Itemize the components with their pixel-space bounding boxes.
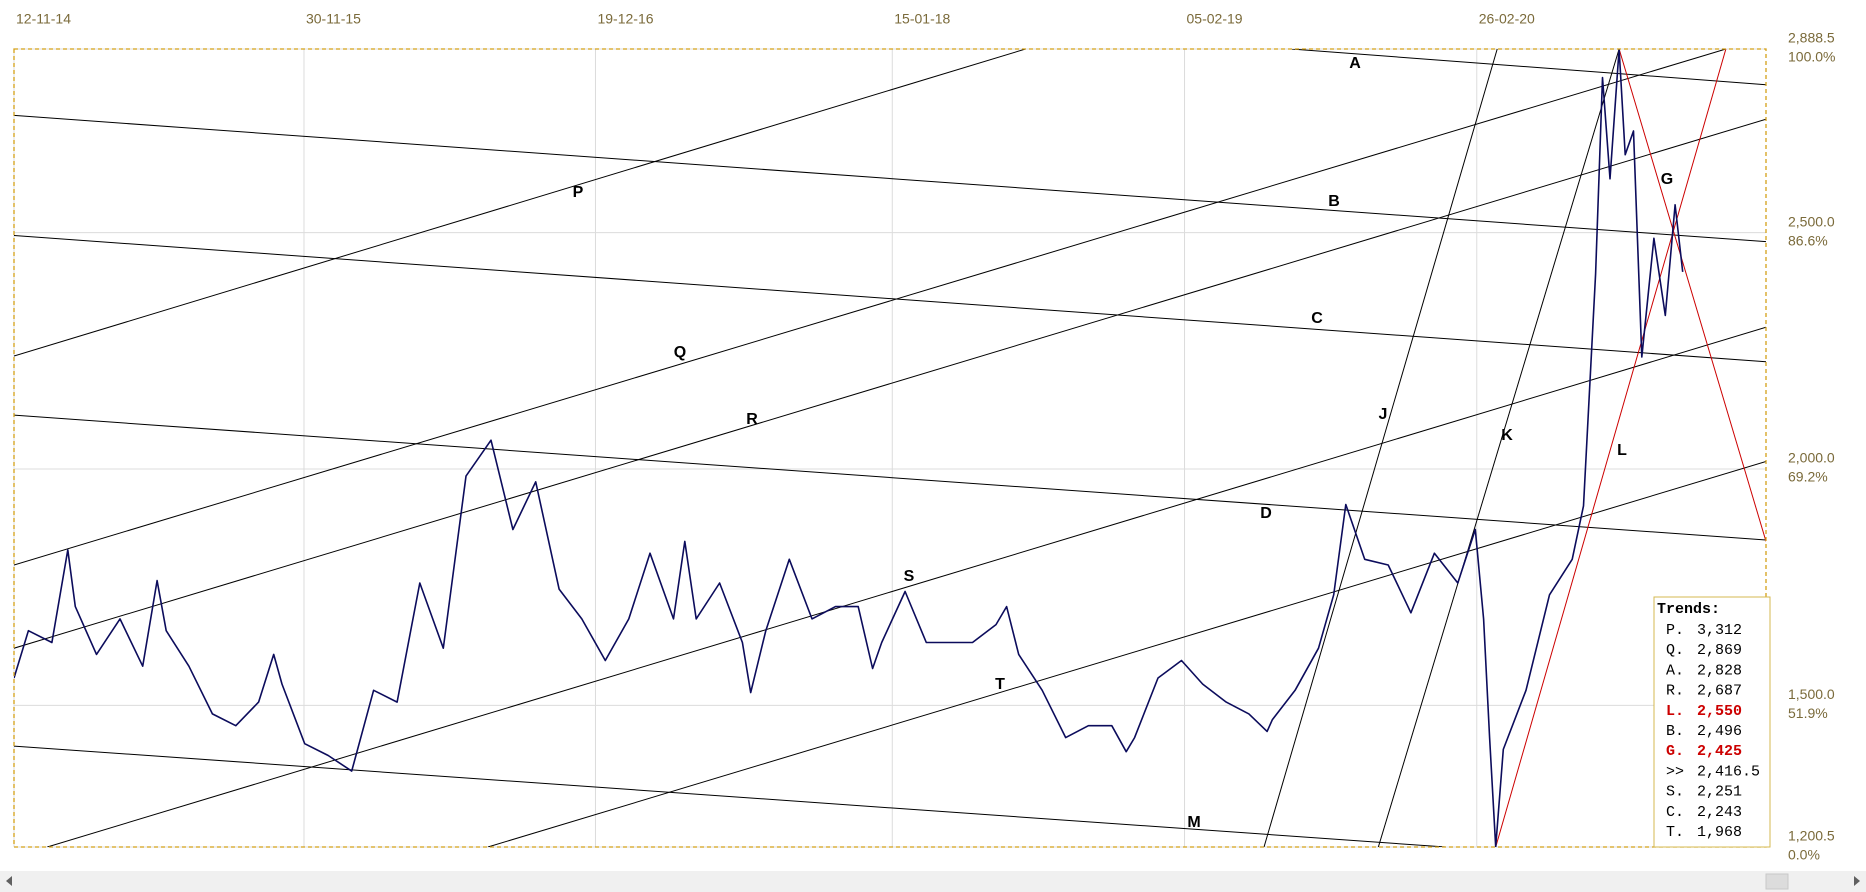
trend-line	[47, 326, 1766, 847]
trend-value: 2,550	[1697, 703, 1742, 720]
scrollbar-thumb[interactable]	[1765, 873, 1789, 890]
price-series	[14, 49, 1684, 847]
y-tick-percent: 86.6%	[1788, 232, 1828, 248]
trend-name: G.	[1666, 743, 1684, 760]
trend-name: A.	[1666, 662, 1684, 679]
trend-name: B.	[1666, 723, 1684, 740]
trend-line	[1291, 49, 1766, 86]
price-line	[14, 49, 1684, 847]
y-tick-percent: 0.0%	[1788, 847, 1820, 863]
trend-label: K	[1501, 427, 1513, 444]
y-tick-label: 2,000.0	[1788, 450, 1835, 466]
scroll-left-arrow[interactable]	[6, 876, 12, 886]
trends-box: Trends: P. 3,312 Q. 2,869 A. 2,828 R. 2,687 L. 2,…	[1653, 596, 1771, 848]
trend-name: T.	[1666, 824, 1684, 841]
trend-line	[14, 49, 1026, 357]
trend-line	[1263, 49, 1498, 847]
trend-label: B	[1328, 193, 1340, 210]
trend-name: P.	[1666, 622, 1684, 639]
x-tick-label: 05-02-19	[1187, 11, 1243, 27]
y-tick-label: 2,500.0	[1788, 213, 1835, 229]
trend-label: T	[995, 676, 1005, 693]
trend-line	[1618, 49, 1766, 542]
trend-name: L.	[1666, 703, 1684, 720]
trend-label: L	[1617, 442, 1627, 459]
trend-label: D	[1260, 505, 1272, 522]
x-tick-label: 19-12-16	[597, 11, 653, 27]
trend-value: 2,828	[1697, 662, 1742, 679]
trend-label: A	[1349, 55, 1361, 72]
trend-label: Q	[674, 344, 686, 361]
x-tick-label: 26-02-20	[1479, 11, 1535, 27]
trend-name: >>	[1666, 763, 1684, 780]
trend-value: 2,425	[1697, 743, 1742, 760]
y-tick-label: 1,500.0	[1788, 686, 1835, 702]
trend-lines	[14, 49, 1766, 847]
trend-value: 1,968	[1697, 824, 1742, 841]
scrollbar-track[interactable]	[0, 871, 1866, 892]
trend-line	[14, 118, 1766, 649]
trend-value: 3,312	[1697, 622, 1742, 639]
trend-label: S	[904, 568, 915, 585]
trend-label: R	[746, 411, 758, 428]
plot-border	[13, 48, 1767, 848]
trend-line	[14, 49, 1727, 566]
trend-value: 2,869	[1697, 642, 1742, 659]
trend-name: Q.	[1666, 642, 1684, 659]
y-tick-label: 2,888.5	[1788, 30, 1835, 46]
trend-line	[1377, 49, 1620, 847]
trend-value: 2,251	[1697, 784, 1742, 801]
trend-label: C	[1311, 310, 1323, 327]
labels: 12-11-14 30-11-15 19-12-16 15-01-18 05-02-19…	[16, 11, 1835, 863]
trend-line	[487, 460, 1766, 847]
trend-line	[1495, 49, 1727, 847]
y-tick-percent: 100.0%	[1788, 49, 1835, 65]
trend-line	[14, 745, 1446, 847]
y-tick-percent: 51.9%	[1788, 705, 1828, 721]
trend-value: 2,416.5	[1697, 763, 1760, 780]
trend-label: G	[1661, 171, 1673, 188]
trend-line	[14, 114, 1766, 243]
trend-line	[14, 235, 1766, 363]
trends-box-frame	[1653, 596, 1771, 848]
trend-value: 2,687	[1697, 683, 1742, 700]
x-tick-label: 30-11-15	[306, 11, 361, 27]
trend-value: 2,496	[1697, 723, 1742, 740]
trend-name: S.	[1666, 784, 1684, 801]
trend-name: C.	[1666, 804, 1684, 821]
trend-line	[14, 414, 1766, 541]
x-tick-label: 15-01-18	[894, 11, 950, 27]
y-tick-label: 1,200.5	[1788, 828, 1835, 844]
trend-value: 2,243	[1697, 804, 1742, 821]
y-tick-percent: 69.2%	[1788, 469, 1828, 485]
trends-title: Trends:	[1657, 601, 1720, 618]
scrollbar[interactable]	[0, 871, 1866, 892]
scroll-right-arrow[interactable]	[1854, 876, 1860, 886]
trend-label: J	[1379, 406, 1388, 423]
trend-label: M	[1187, 814, 1200, 831]
trend-label: P	[573, 184, 584, 201]
x-tick-label: 12-11-14	[16, 11, 71, 27]
trend-name: R.	[1666, 683, 1684, 700]
